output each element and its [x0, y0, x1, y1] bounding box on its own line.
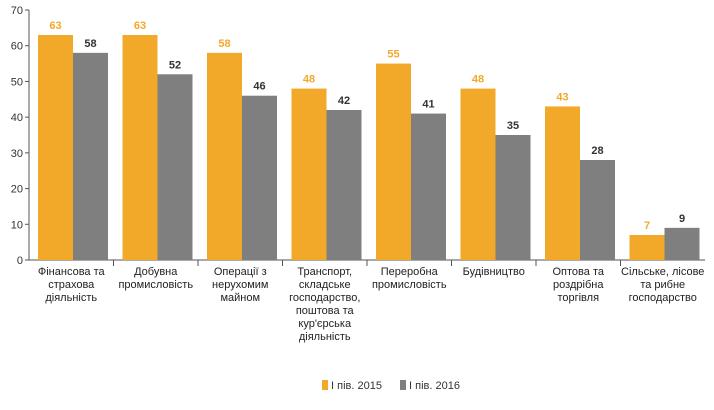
y-tick-label: 50	[11, 76, 23, 88]
y-tick-label: 70	[11, 5, 23, 17]
y-tick-label: 20	[11, 184, 23, 196]
x-category-label: Фінансова та страхова діяльність	[38, 266, 106, 304]
y-tick-label: 40	[11, 112, 23, 124]
bar	[629, 235, 665, 260]
bar	[157, 74, 193, 261]
legend-swatch	[400, 380, 406, 390]
bar-value-label: 43	[556, 91, 568, 103]
bar	[73, 52, 108, 260]
bar	[411, 113, 446, 260]
bar	[376, 63, 411, 261]
x-category-label: Будівництво	[463, 266, 525, 278]
bar	[580, 160, 615, 260]
bar-value-label: 48	[472, 74, 484, 86]
bar-value-label: 63	[49, 20, 61, 32]
bar-value-label: 46	[253, 81, 265, 93]
legend-swatch	[322, 380, 328, 390]
y-tick-label: 0	[17, 255, 23, 267]
bar-value-label: 63	[134, 20, 146, 32]
bar	[664, 227, 700, 260]
bar	[495, 135, 531, 260]
bar-value-label: 35	[507, 120, 519, 132]
y-tick-label: 10	[11, 219, 23, 231]
bar-value-label: 58	[84, 38, 96, 50]
bar-value-label: 28	[591, 145, 603, 157]
bar	[326, 110, 362, 260]
bar-value-label: 52	[169, 59, 181, 71]
bar-value-label: 55	[387, 49, 399, 61]
bar	[38, 35, 73, 260]
y-tick-label: 60	[11, 41, 23, 53]
x-category-label: Транспорт, складське господарство, поштова …	[289, 266, 360, 343]
x-category-label: Оптова та роздрібна торгівля	[553, 266, 605, 304]
bar	[242, 95, 277, 260]
bar-value-label: 42	[338, 95, 350, 107]
legend-label: І пів. 2015	[331, 380, 382, 392]
bar	[545, 106, 580, 260]
bar-value-label: 7	[644, 220, 650, 232]
x-category-label: Сільське, лісове та рибне господарство	[621, 266, 704, 304]
x-category-label: Добувна промисловість	[118, 266, 193, 291]
bar	[122, 35, 158, 260]
y-tick-label: 30	[11, 148, 23, 160]
bar-value-label: 48	[303, 74, 315, 86]
bar	[460, 88, 496, 260]
x-category-label: Переробна промисловість	[372, 266, 447, 291]
legend-label: І пів. 2016	[409, 380, 460, 392]
bar-value-label: 58	[218, 38, 230, 50]
bar	[207, 52, 242, 260]
x-category-label: Операції з нерухомим майном	[212, 266, 268, 304]
bar-value-label: 41	[422, 99, 434, 111]
bar-value-label: 9	[679, 213, 685, 225]
bar	[291, 88, 327, 260]
